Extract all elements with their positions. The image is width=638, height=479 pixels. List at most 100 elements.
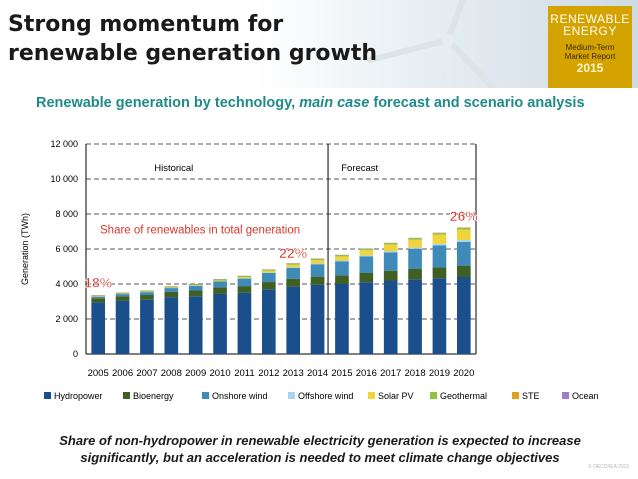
bar-segment (456, 265, 471, 277)
bar-segment (408, 239, 422, 248)
legend-label: Offshore wind (298, 391, 353, 401)
bar-segment (213, 287, 227, 294)
bar-segment (456, 242, 471, 266)
bar-segment (237, 275, 252, 278)
x-tick-label: 2005 (88, 368, 109, 379)
bar-segment (335, 284, 349, 354)
historical-label: Historical (154, 163, 193, 174)
bar-segment (359, 248, 374, 251)
y-tick-label: 12 000 (50, 139, 78, 149)
bar-segment (213, 279, 227, 281)
bar-segment (335, 261, 349, 276)
share-annotation: Share of renewables in total generation (100, 224, 300, 236)
y-tick-label: 8 000 (55, 209, 78, 219)
legend-swatch (202, 392, 209, 399)
bar-segment (164, 288, 179, 292)
slide-title: Strong momentum for renewable generation… (8, 12, 378, 66)
bar-segment (383, 251, 398, 253)
bar-segment (261, 269, 276, 271)
x-tick-label: 2008 (161, 368, 182, 379)
bar-segment (383, 244, 398, 252)
footer-text: Share of non-hydropower in renewable ele… (20, 432, 620, 466)
x-tick-label: 2017 (380, 368, 401, 379)
bar-segment (335, 275, 349, 284)
share-label: 18% (84, 275, 113, 291)
bar-segment (91, 298, 106, 303)
y-tick-label: 10 000 (50, 174, 78, 184)
x-tick-label: 2016 (356, 368, 377, 379)
bar-segment (335, 256, 349, 261)
bar-segment (115, 296, 130, 301)
legend-swatch (512, 392, 519, 399)
bar-segment (286, 267, 301, 279)
bar-segment (91, 295, 106, 297)
legend-label: Ocean (572, 391, 599, 401)
footer-line-2: significantly, but an acceleration is ne… (80, 450, 560, 465)
legend-swatch (368, 392, 375, 399)
legend-label: Geothermal (440, 391, 487, 401)
bar-segment (456, 229, 471, 241)
bar-segment (456, 277, 471, 354)
x-tick-label: 2015 (331, 368, 352, 379)
bar-segment (359, 282, 374, 354)
bar-segment (383, 280, 398, 354)
bar-segment (115, 292, 130, 294)
bar-segment (383, 243, 398, 245)
copyright-text: © OECD/IEA 2015 (588, 464, 630, 470)
report-badge: RENEWABLE ENERGY Medium-Term Market Repo… (548, 6, 632, 88)
bar-segment (237, 286, 252, 293)
x-tick-label: 2019 (429, 368, 450, 379)
bar-segment (432, 278, 447, 354)
legend-swatch (288, 392, 295, 399)
bar-segment (188, 285, 203, 291)
x-tick-label: 2006 (112, 368, 133, 379)
bar-segment (140, 292, 154, 296)
bar-segment (164, 291, 179, 298)
bar-segment (310, 264, 325, 277)
bar-segment (91, 296, 106, 299)
bar-segment (432, 234, 447, 244)
renewable-generation-chart: 0 2 000 4 000 6 000 8 000 10 000 12 000 Generat… (20, 139, 599, 401)
bar-segment (261, 289, 276, 354)
share-label: 22% (279, 245, 308, 261)
badge-line-1: RENEWABLE (550, 12, 630, 26)
bar-segment (432, 243, 447, 246)
x-tick-label: 2010 (209, 368, 230, 379)
bar-segment (408, 268, 422, 280)
bar-segment (456, 227, 471, 230)
legend-label: Solar PV (378, 391, 414, 401)
x-tick-label: 2020 (453, 368, 474, 379)
legend-label: STE (522, 391, 540, 401)
bar-segment (188, 296, 203, 354)
bar-segment (456, 240, 471, 242)
y-tick-label: 0 (73, 349, 78, 359)
wind-turbine-icon (367, 0, 498, 88)
y-tick-label: 4 000 (55, 279, 78, 289)
bar-segment (164, 286, 179, 288)
bar-segment (188, 290, 203, 297)
bar-segment (188, 284, 203, 286)
bar-segment (310, 284, 325, 354)
bar-segment (237, 277, 252, 279)
bar-segment (213, 280, 227, 282)
y-tick-label: 6 000 (55, 244, 78, 254)
bar-segment (140, 299, 154, 354)
bar-segment (261, 282, 276, 290)
bar-segment (432, 233, 447, 235)
bar-segment (408, 248, 422, 269)
subtitle-emphasis: main case (299, 95, 370, 111)
subtitle-end: forecast and scenario analysis (369, 95, 585, 111)
bar-segment (432, 267, 447, 279)
bar-segment (408, 247, 422, 249)
bar-segment (286, 264, 301, 268)
legend-swatch (44, 392, 51, 399)
x-tick-label: 2012 (258, 368, 279, 379)
y-tick-label: 2 000 (55, 314, 78, 324)
y-axis-label: Generation (TWh) (20, 213, 30, 285)
badge-line-5: 2015 (576, 61, 604, 75)
bar-segment (359, 255, 374, 257)
footer-line-1: Share of non-hydropower in renewable ele… (59, 433, 581, 448)
slide-header: Strong momentum for renewable generation… (0, 0, 638, 88)
bar-segment (383, 270, 398, 281)
legend-label: Hydropower (54, 391, 103, 401)
